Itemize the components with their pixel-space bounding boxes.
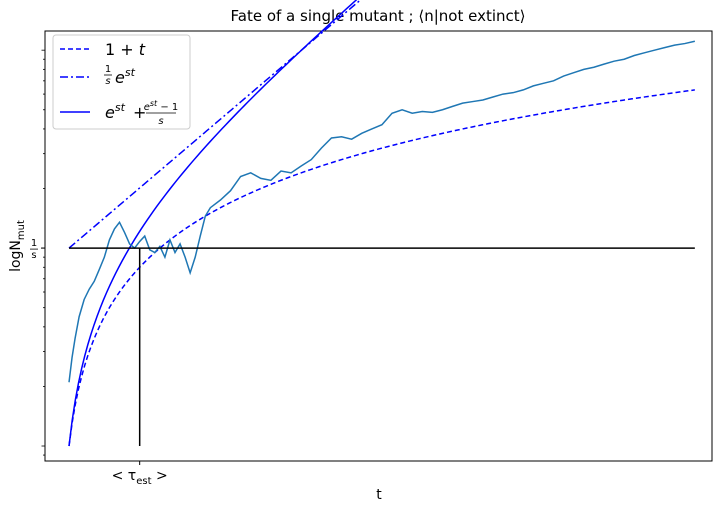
svg-text:1: 1	[105, 64, 111, 75]
y-axis-label: logNmut	[8, 220, 27, 272]
svg-text:s: s	[31, 250, 36, 261]
y-axis-label-main: logN	[8, 240, 24, 272]
svg-text:s: s	[105, 76, 110, 87]
chart-title: Fate of a single mutant ; ⟨n|not extinct…	[231, 7, 526, 25]
svg-text:+: +	[133, 103, 146, 122]
svg-text:est − 1: est − 1	[144, 99, 179, 113]
reference-layer	[69, 247, 695, 447]
series-layer	[68, 0, 696, 447]
svg-text:s: s	[158, 116, 163, 127]
legend-box	[52, 34, 191, 130]
plot-frame	[44, 30, 713, 462]
tick-layer: 1s< τest >	[30, 49, 168, 487]
series-line-simulation	[68, 40, 696, 383]
series-line-one-plus-t	[68, 89, 695, 447]
legend-label-one-plus-t: 1 + t	[105, 40, 146, 59]
legend: 1 + t 1 s est est + est − 1 s	[52, 34, 191, 130]
x-tick-label: < τest >	[112, 468, 168, 487]
y-tick-label: 1s	[30, 238, 38, 261]
svg-text:1: 1	[31, 238, 37, 249]
series-line-est-plus	[68, 0, 358, 447]
x-axis-label: t	[376, 487, 382, 503]
y-axis-label-sub: mut	[16, 220, 27, 240]
